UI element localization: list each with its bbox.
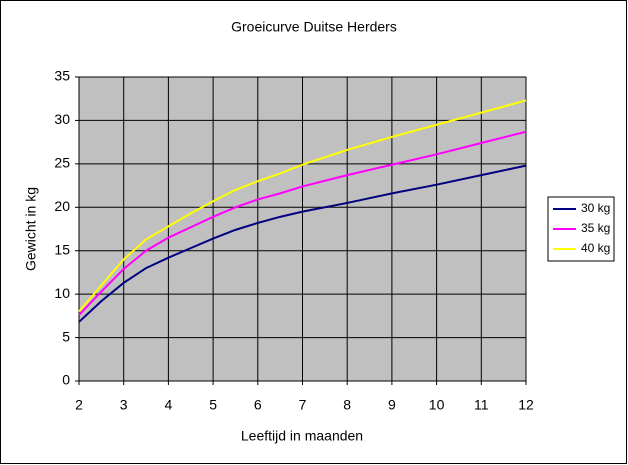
x-tick-label: 10	[429, 397, 445, 413]
legend-label: 35 kg	[581, 221, 610, 235]
y-axis-label: Gewicht in kg	[23, 187, 39, 271]
y-tick-label: 5	[62, 328, 70, 344]
series-line	[78, 99, 527, 313]
series-line	[78, 164, 527, 323]
legend-label: 30 kg	[581, 201, 610, 215]
x-tick-label: 12	[518, 397, 534, 413]
chart-title: Groeicurve Duitse Herders	[231, 19, 397, 35]
y-tick-label: 25	[54, 155, 70, 171]
series-line	[78, 130, 527, 316]
x-tick-label: 7	[299, 397, 307, 413]
y-tick-label: 0	[62, 372, 70, 388]
legend-label: 40 kg	[581, 241, 610, 255]
x-tick-label: 6	[254, 397, 262, 413]
y-tick-label: 20	[54, 198, 70, 214]
x-tick-label: 2	[75, 397, 83, 413]
x-tick-label: 4	[165, 397, 173, 413]
x-axis-label: Leeftijd in maanden	[241, 428, 363, 444]
x-tick-label: 5	[209, 397, 217, 413]
x-tick-label: 9	[388, 397, 396, 413]
y-tick-label: 15	[54, 241, 70, 257]
x-tick-label: 8	[343, 397, 351, 413]
x-tick-label: 11	[474, 397, 489, 413]
y-tick-label: 35	[54, 68, 70, 84]
y-tick-label: 30	[54, 111, 70, 127]
x-tick-label: 3	[120, 397, 128, 413]
y-tick-label: 10	[54, 285, 70, 301]
